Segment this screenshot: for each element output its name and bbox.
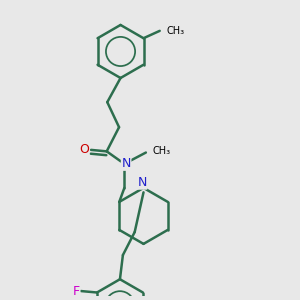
Text: CH₃: CH₃ (152, 146, 170, 156)
Text: O: O (79, 143, 89, 156)
Text: N: N (137, 176, 147, 189)
Text: CH₃: CH₃ (166, 26, 184, 36)
Text: N: N (122, 157, 131, 170)
Text: F: F (73, 284, 80, 298)
